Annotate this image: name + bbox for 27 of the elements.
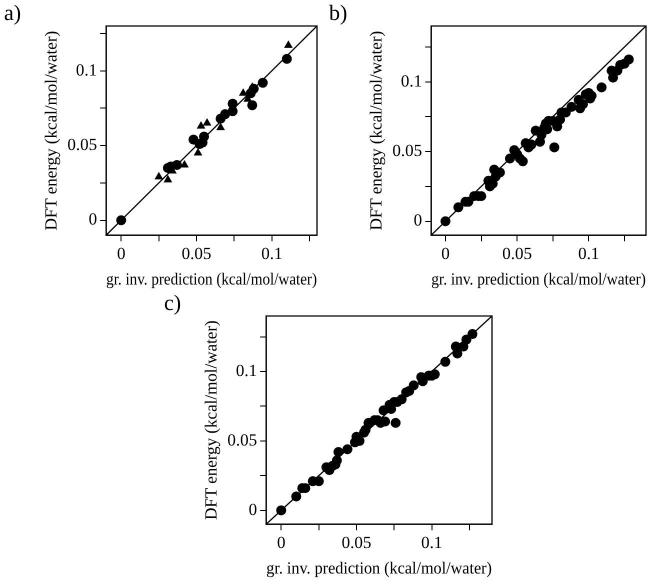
x-axis-title: gr. inv. prediction (kcal/mol/water) (106, 270, 317, 288)
y-tick-label: 0 (248, 500, 258, 519)
x-tick-label: 0 (441, 244, 450, 263)
y-axis-title: DFT energy (kcal/mol/water) (202, 320, 221, 520)
y-tick-label: 0.1 (400, 71, 422, 90)
x-tick-label: 0 (116, 244, 126, 263)
chart-title: c) (164, 290, 182, 316)
x-tick-label: 0.05 (182, 244, 212, 263)
y-tick-label: 0 (88, 210, 98, 229)
x-tick-label: 0.1 (421, 532, 442, 552)
chart-title: b) (329, 0, 348, 26)
y-tick-label: 0.1 (76, 60, 98, 80)
y-tick-label: 0 (414, 210, 422, 230)
x-axis-title: gr. inv. prediction (kcal/mol/water) (431, 270, 646, 288)
x-axis-title: gr. inv. prediction (kcal/mol/water) (266, 558, 492, 578)
chart-title: a) (4, 0, 22, 26)
y-tick-label: 0.05 (227, 430, 258, 450)
y-tick-label: 0.1 (236, 360, 258, 380)
x-tick-label: 0.1 (578, 244, 600, 263)
x-tick-label: 0.05 (342, 532, 372, 552)
x-tick-label: 0.05 (502, 244, 532, 263)
x-tick-label: 0 (276, 532, 286, 552)
x-tick-label: 0.1 (261, 244, 282, 263)
y-axis-title: DFT energy (kcal/mol/water) (366, 30, 386, 230)
y-axis-title: DFT energy (kcal/mol/water) (42, 30, 61, 230)
y-tick-label: 0.05 (67, 135, 98, 154)
y-tick-label: 0.05 (392, 140, 422, 160)
